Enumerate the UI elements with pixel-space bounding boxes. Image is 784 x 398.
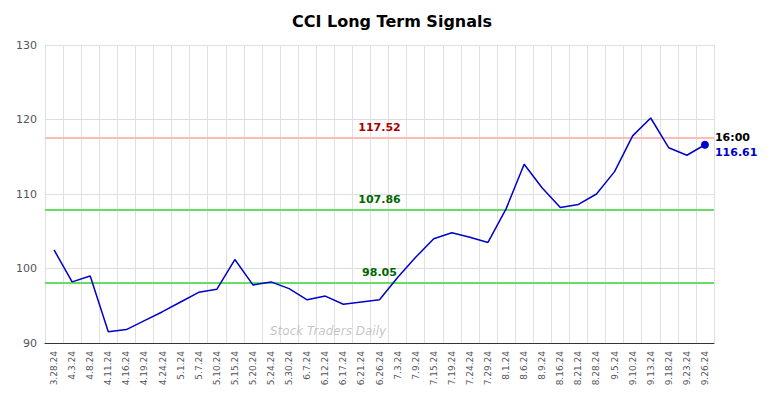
- svg-text:5.15.24: 5.15.24: [230, 351, 240, 386]
- svg-text:100: 100: [16, 262, 37, 275]
- svg-text:8.21.24: 8.21.24: [573, 351, 583, 386]
- svg-text:6.21.24: 6.21.24: [356, 351, 366, 386]
- svg-text:5.20.24: 5.20.24: [248, 351, 258, 386]
- svg-text:CCI Long Term Signals: CCI Long Term Signals: [292, 12, 492, 31]
- svg-text:5.24.24: 5.24.24: [266, 351, 276, 386]
- svg-text:7.19.24: 7.19.24: [447, 351, 457, 386]
- svg-text:130: 130: [16, 39, 37, 52]
- svg-text:8.28.24: 8.28.24: [591, 351, 601, 386]
- svg-text:7.9.24: 7.9.24: [411, 351, 421, 380]
- svg-text:6.7.24: 6.7.24: [302, 351, 312, 380]
- svg-text:4.24.24: 4.24.24: [158, 351, 168, 386]
- svg-text:8.6.24: 8.6.24: [519, 351, 529, 380]
- svg-text:4.11.24: 4.11.24: [103, 351, 113, 386]
- svg-text:9.23.24: 9.23.24: [682, 351, 692, 386]
- svg-text:16:00: 16:00: [715, 131, 750, 144]
- svg-text:6.17.24: 6.17.24: [338, 351, 348, 386]
- svg-text:3.28.24: 3.28.24: [49, 351, 59, 386]
- svg-text:6.12.24: 6.12.24: [320, 351, 330, 386]
- svg-text:9.13.24: 9.13.24: [646, 351, 656, 386]
- svg-text:5.7.24: 5.7.24: [194, 351, 204, 380]
- svg-text:98.05: 98.05: [362, 266, 397, 279]
- svg-text:7.15.24: 7.15.24: [429, 351, 439, 386]
- svg-text:8.1.24: 8.1.24: [501, 351, 511, 380]
- svg-text:5.30.24: 5.30.24: [284, 351, 294, 386]
- svg-text:90: 90: [23, 337, 37, 350]
- svg-text:5.1.24: 5.1.24: [176, 351, 186, 380]
- svg-text:4.16.24: 4.16.24: [121, 351, 131, 386]
- svg-text:107.86: 107.86: [358, 193, 401, 206]
- svg-text:9.10.24: 9.10.24: [628, 351, 638, 386]
- svg-text:120: 120: [16, 113, 37, 126]
- svg-text:7.24.24: 7.24.24: [465, 351, 475, 386]
- svg-text:4.19.24: 4.19.24: [139, 351, 149, 386]
- svg-text:7.3.24: 7.3.24: [393, 351, 403, 380]
- svg-text:9.5.24: 9.5.24: [610, 351, 620, 380]
- svg-text:9.18.24: 9.18.24: [664, 351, 674, 386]
- svg-text:Stock Traders Daily: Stock Traders Daily: [270, 324, 387, 338]
- svg-text:8.9.24: 8.9.24: [537, 351, 547, 380]
- svg-text:5.10.24: 5.10.24: [212, 351, 222, 386]
- svg-text:9.26.24: 9.26.24: [700, 351, 710, 386]
- svg-text:116.61: 116.61: [715, 146, 757, 159]
- svg-text:117.52: 117.52: [358, 121, 400, 134]
- svg-text:7.29.24: 7.29.24: [483, 351, 493, 386]
- svg-text:6.26.24: 6.26.24: [375, 351, 385, 386]
- svg-text:110: 110: [16, 188, 37, 201]
- svg-text:8.16.24: 8.16.24: [555, 351, 565, 386]
- svg-text:4.3.24: 4.3.24: [67, 351, 77, 380]
- svg-text:4.8.24: 4.8.24: [85, 351, 95, 380]
